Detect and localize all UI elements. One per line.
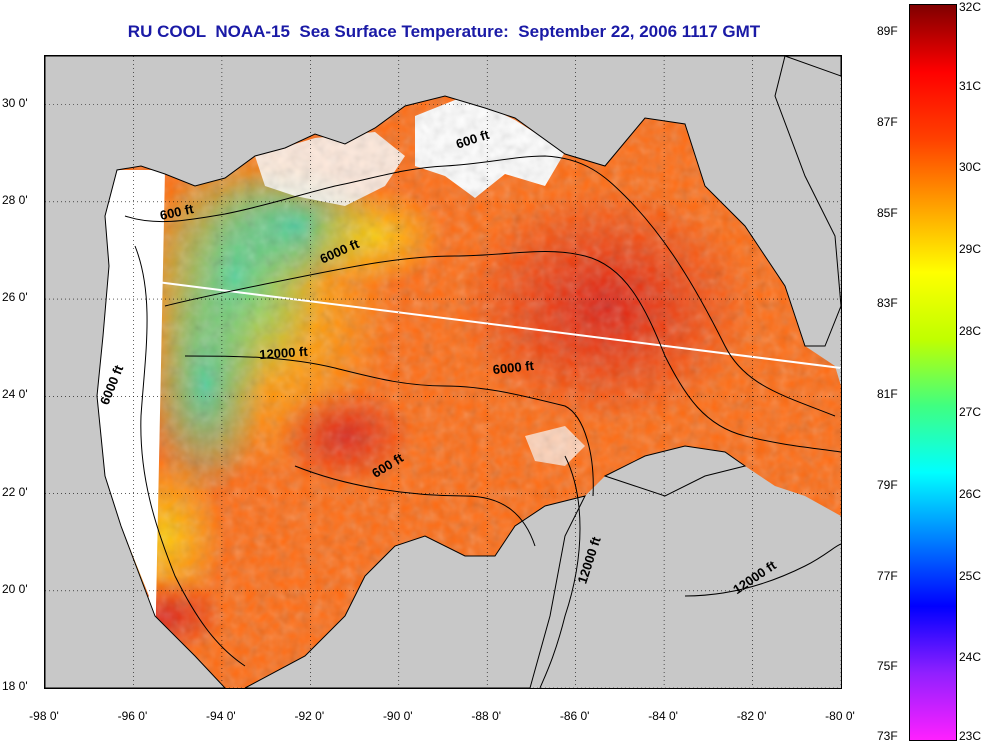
colorbar-f-label: 81F: [877, 387, 898, 402]
y-tick-label: 26 0': [2, 290, 28, 305]
y-tick-label: 20 0': [2, 581, 28, 596]
x-tick-label: -86 0': [559, 709, 590, 723]
bathymetry-contours: [124, 155, 841, 688]
colorbar-c-label: 24C: [959, 650, 982, 665]
land-layer: [45, 56, 841, 688]
sst-map: 600 ft 6000 ft 600 ft 6000 ft 12000 ft 6000 f…: [44, 55, 842, 689]
colorbar-c-label: 28C: [959, 323, 982, 338]
colorbar-c-label: 27C: [959, 405, 982, 420]
contour-label: 12000 ft: [574, 534, 603, 585]
scan-gap-line: [156, 281, 841, 369]
colorbar-f-label: 75F: [877, 659, 898, 674]
colorbar-f-label: 89F: [877, 24, 898, 39]
colorbar-f-label: 79F: [877, 477, 898, 492]
x-tick-label: -98 0': [29, 709, 59, 723]
colorbar-c-label: 30C: [959, 160, 982, 175]
x-tick-label: -80 0': [825, 709, 855, 723]
contour-label: 12000 ft: [259, 344, 309, 362]
colorbar-f-label: 85F: [877, 205, 898, 220]
colorbar-c-label: 25C: [959, 568, 982, 583]
colorbar-c-label: 29C: [959, 242, 982, 256]
x-tick-label: -96 0': [117, 709, 148, 723]
x-tick-label: -90 0': [382, 709, 413, 723]
colorbar-c-label: 26C: [959, 487, 982, 501]
y-tick-label: 22 0': [2, 484, 28, 499]
y-tick-label: 28 0': [2, 192, 28, 207]
x-tick-label: -92 0': [294, 709, 325, 723]
y-tick-label: 24 0': [2, 387, 28, 402]
contour-label: 600 ft: [159, 201, 196, 223]
x-tick-label: -82 0': [736, 709, 767, 723]
colorbar-f-label: 87F: [877, 114, 898, 129]
y-tick-label: 18 0': [2, 679, 28, 693]
colorbar-f-label: 73F: [877, 729, 898, 743]
colorbar-c-label: 32C: [959, 0, 982, 14]
colorbar-f-label: 77F: [877, 568, 898, 583]
x-tick-label: -94 0': [206, 709, 236, 723]
x-tick-label: -88 0': [471, 709, 502, 723]
colorbar-c-label: 23C: [959, 729, 982, 743]
graticule-grid: [45, 56, 841, 688]
y-tick-label: 30 0': [2, 95, 28, 110]
page-title: RU COOL NOAA-15 Sea Surface Temperature:…: [127, 22, 761, 41]
x-tick-label: -84 0': [648, 709, 678, 723]
contour-label: 6000 ft: [492, 358, 535, 377]
temperature-colorbar: [909, 4, 957, 741]
colorbar-f-label: 83F: [877, 296, 898, 311]
colorbar-c-label: 31C: [959, 78, 982, 93]
contour-label: 12000 ft: [730, 557, 779, 597]
